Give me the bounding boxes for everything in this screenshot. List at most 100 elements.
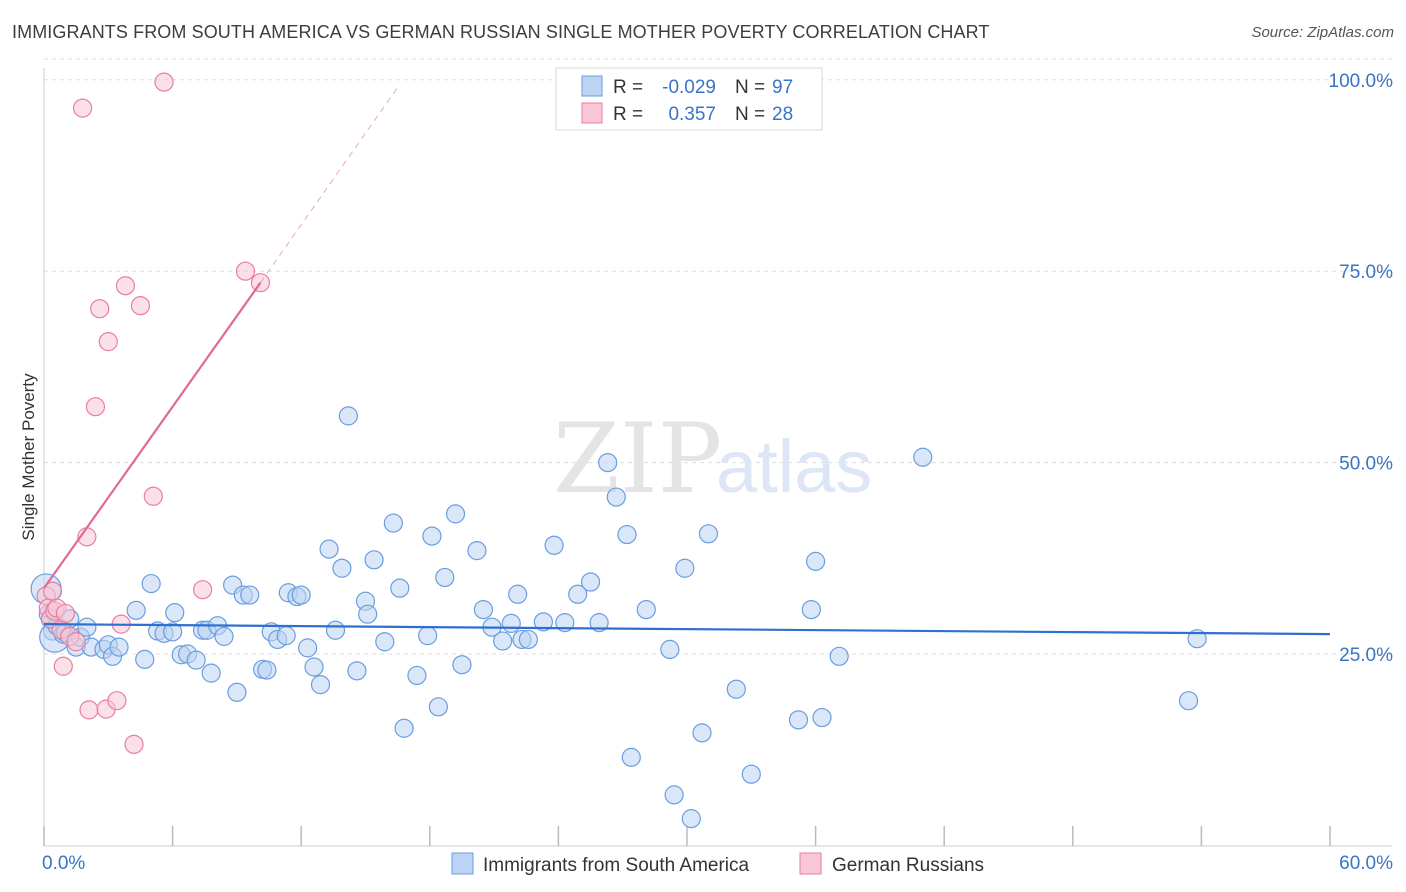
legend-r-label-2: R =: [613, 104, 643, 125]
y-axis-label: Single Mother Poverty: [19, 373, 38, 541]
legend-swatch-pink: [581, 102, 603, 124]
point-blue-47: [319, 539, 339, 559]
point-pink-7: [53, 656, 73, 676]
point-blue-84: [636, 599, 656, 620]
point-blue-79: [589, 613, 609, 633]
point-blue-85: [660, 639, 680, 660]
point-blue-71: [508, 584, 528, 604]
point-blue-54: [364, 550, 384, 570]
series-legend: Immigrants from South America German Rus…: [451, 852, 984, 876]
point-blue-50: [338, 406, 358, 426]
x-tick-label-min: 0.0%: [42, 853, 85, 874]
point-pink-8: [55, 603, 76, 624]
y-tick-label-100: 100.0%: [1329, 71, 1394, 92]
trend-line-blue: [43, 623, 1331, 636]
point-pink-24: [154, 72, 174, 92]
point-blue-37: [257, 660, 277, 680]
point-pink-20: [115, 276, 136, 296]
point-blue-93: [788, 710, 809, 730]
legend-r-label-1: R =: [613, 77, 643, 98]
point-blue-92: [741, 764, 761, 784]
point-blue-94: [801, 599, 821, 620]
chart-source: Source: ZipAtlas.com: [1251, 24, 1394, 41]
series-german-russians: [36, 72, 271, 754]
point-blue-75: [544, 535, 564, 555]
point-blue-73: [518, 629, 538, 650]
point-blue-74: [533, 612, 553, 632]
point-blue-80: [598, 453, 618, 473]
point-pink-17: [98, 332, 118, 352]
series-legend-label-pink: German Russians: [832, 855, 984, 876]
point-blue-58: [394, 718, 414, 738]
point-blue-83: [621, 747, 641, 767]
point-blue-91: [726, 679, 746, 699]
point-blue-26: [186, 650, 206, 670]
legend-swatch-blue: [581, 75, 603, 97]
watermark-zip: ZIP: [553, 403, 722, 515]
legend-n-label-2: N =: [735, 104, 765, 125]
y-tick-label-50: 50.0%: [1339, 454, 1393, 475]
point-blue-11: [77, 617, 97, 637]
y-tick-label-75: 75.0%: [1339, 262, 1393, 283]
point-blue-59: [407, 665, 427, 686]
chart-title: IMMIGRANTS FROM SOUTH AMERICA VS GERMAN …: [12, 22, 990, 42]
point-blue-22: [163, 622, 183, 642]
point-pink-11: [72, 98, 93, 118]
gridlines: [44, 58, 1392, 655]
point-blue-81: [606, 487, 626, 507]
stats-legend: R = -0.029 N = 97 R = 0.357 N = 28: [555, 67, 823, 131]
point-blue-99: [1178, 691, 1199, 711]
point-pink-18: [107, 691, 127, 711]
point-blue-90: [698, 524, 719, 544]
point-blue-18: [135, 649, 155, 669]
point-blue-66: [467, 541, 487, 561]
point-blue-77: [568, 584, 588, 604]
point-blue-86: [664, 785, 684, 805]
point-blue-29: [201, 663, 221, 683]
point-blue-70: [501, 613, 521, 633]
series-legend-swatch-blue: [451, 852, 474, 875]
point-blue-56: [383, 513, 403, 533]
series-legend-swatch-pink: [799, 852, 822, 875]
series-legend-label-blue: Immigrants from South America: [483, 855, 750, 876]
point-blue-48: [325, 620, 346, 640]
point-blue-55: [375, 632, 395, 652]
point-blue-96: [812, 707, 832, 728]
point-blue-43: [291, 585, 311, 605]
x-tick-label-max: 60.0%: [1339, 853, 1393, 874]
legend-n-value-1: 97: [772, 77, 793, 98]
point-blue-60: [418, 626, 438, 646]
point-blue-35: [240, 585, 260, 605]
point-blue-78: [580, 572, 601, 592]
point-blue-53: [358, 604, 378, 624]
point-blue-65: [452, 655, 472, 675]
point-blue-82: [617, 524, 637, 545]
point-blue-51: [347, 661, 367, 681]
point-blue-46: [310, 675, 331, 695]
point-blue-31: [214, 626, 234, 646]
point-blue-19: [141, 573, 161, 594]
point-pink-13: [79, 700, 99, 720]
point-blue-89: [692, 723, 712, 743]
point-blue-88: [681, 809, 701, 829]
point-blue-67: [473, 599, 493, 620]
point-blue-63: [435, 567, 455, 588]
point-blue-98: [913, 447, 933, 467]
point-pink-21: [124, 734, 144, 754]
point-blue-87: [675, 558, 695, 578]
point-blue-69: [493, 631, 513, 651]
point-blue-33: [227, 682, 247, 702]
point-pink-25: [193, 580, 213, 600]
point-blue-61: [422, 526, 442, 546]
point-pink-23: [143, 486, 163, 506]
point-blue-64: [445, 504, 466, 524]
point-pink-10: [66, 632, 86, 652]
point-blue-62: [428, 697, 448, 717]
point-pink-15: [90, 299, 110, 319]
y-axis-tick-labels: 25.0% 50.0% 75.0% 100.0%: [1329, 71, 1394, 666]
trend-line-pink-extension: [260, 87, 399, 283]
x-axis-ticks: [43, 826, 1331, 846]
point-blue-40: [276, 626, 296, 646]
legend-n-value-2: 28: [772, 104, 793, 125]
point-blue-57: [390, 578, 410, 598]
